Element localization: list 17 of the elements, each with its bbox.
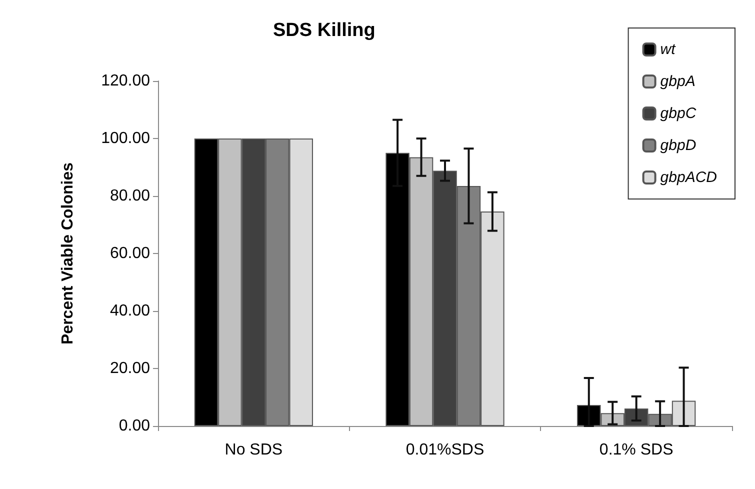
y-axis-title: Percent Viable Colonies bbox=[60, 162, 76, 344]
y-tick-label: 40.00 bbox=[110, 302, 150, 320]
y-tick-label: 20.00 bbox=[110, 360, 150, 377]
x-tick-label: 0.1% SDS bbox=[599, 442, 674, 458]
legend-label: wt bbox=[660, 41, 676, 58]
chart-title: SDS Killing bbox=[273, 20, 376, 41]
y-tick-label: 60.00 bbox=[110, 245, 150, 262]
x-tick-label: No SDS bbox=[224, 442, 283, 458]
y-tick-label: 100.00 bbox=[101, 130, 150, 147]
x-tick-label: 0.01%SDS bbox=[406, 442, 484, 458]
legend-label: gbpACD bbox=[660, 169, 718, 186]
y-tick-label: 80.00 bbox=[110, 188, 150, 204]
y-tick-label: 0.00 bbox=[118, 418, 150, 434]
legend-label: gbpD bbox=[660, 137, 696, 154]
legend-label: gbpC bbox=[660, 105, 696, 122]
legend-label: gbpA bbox=[660, 73, 696, 90]
y-tick-label: 120.00 bbox=[101, 72, 150, 90]
